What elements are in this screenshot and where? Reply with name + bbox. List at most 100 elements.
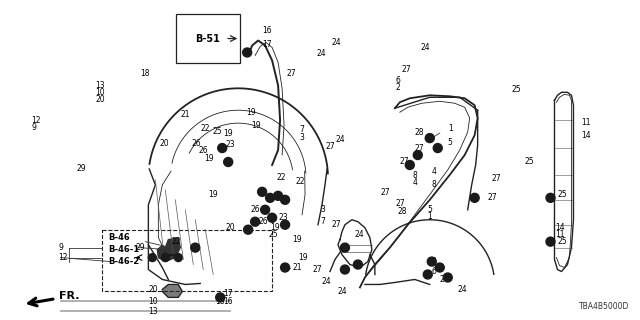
Text: 22: 22 [172,237,181,246]
Text: 6: 6 [396,76,400,85]
Text: 24: 24 [421,43,431,52]
Text: 29: 29 [136,243,145,252]
Text: 26: 26 [258,217,268,226]
Text: 9: 9 [31,123,36,132]
Circle shape [243,48,252,57]
Text: 3: 3 [300,132,305,141]
Text: 8: 8 [413,171,417,180]
Text: 27: 27 [440,275,449,284]
Circle shape [274,191,283,200]
Text: 12: 12 [31,116,41,125]
Circle shape [258,188,267,196]
Text: 27: 27 [287,69,296,78]
Circle shape [174,253,182,261]
Text: 19: 19 [251,121,260,130]
Text: 19: 19 [270,223,280,232]
Text: 21: 21 [292,263,301,272]
Text: B-46-2: B-46-2 [108,257,140,266]
Text: 20: 20 [148,285,158,294]
Text: 23: 23 [225,140,235,149]
Text: 23: 23 [278,213,288,222]
Text: 6: 6 [432,267,436,276]
Circle shape [260,205,269,214]
Text: 27: 27 [491,174,500,183]
Text: 22: 22 [200,124,210,132]
Text: 25: 25 [511,85,521,94]
Text: 2: 2 [396,83,400,92]
Text: 10: 10 [148,297,158,306]
Text: 27: 27 [312,265,322,274]
Text: 27: 27 [402,65,412,74]
Text: 27: 27 [325,142,335,151]
Circle shape [268,213,276,222]
Text: 18: 18 [140,69,149,78]
Circle shape [423,270,432,279]
Text: 13: 13 [148,307,158,316]
Text: 4: 4 [432,167,436,176]
Text: 26: 26 [191,139,200,148]
Circle shape [546,193,555,202]
Circle shape [413,150,422,159]
Text: FR.: FR. [29,292,79,306]
Text: 27: 27 [415,144,424,153]
Text: 13: 13 [95,81,105,90]
Circle shape [161,253,170,261]
Text: 25: 25 [557,237,567,246]
Text: 24: 24 [355,230,365,239]
Text: 10: 10 [95,88,105,97]
Text: 25: 25 [557,190,567,199]
Text: 16: 16 [262,26,272,35]
Text: 25: 25 [524,157,534,166]
Text: 24: 24 [322,277,332,286]
Text: 11: 11 [581,118,591,127]
Circle shape [340,265,349,274]
Circle shape [444,273,452,282]
Circle shape [280,220,289,229]
Text: 5: 5 [428,205,432,214]
Text: TBA4B5000D: TBA4B5000D [579,302,629,311]
Text: 24: 24 [458,285,467,294]
Text: 28: 28 [415,128,424,137]
Text: 26: 26 [250,205,260,214]
Text: 1: 1 [448,124,452,132]
Text: 8: 8 [432,180,436,189]
Text: 1: 1 [428,212,432,221]
Circle shape [191,243,200,252]
Text: 27: 27 [381,188,390,197]
Text: 14: 14 [555,223,564,232]
Text: 24: 24 [336,135,346,144]
Text: 24: 24 [338,287,348,296]
Text: 29: 29 [76,164,86,173]
Text: 27: 27 [396,199,405,208]
Text: 14: 14 [581,131,591,140]
Text: 5: 5 [448,138,452,147]
Text: 20: 20 [225,223,235,232]
Circle shape [280,195,289,204]
Polygon shape [157,238,180,261]
Circle shape [428,257,436,266]
Text: 17: 17 [223,289,232,298]
Text: 25: 25 [212,127,222,136]
Polygon shape [163,284,182,297]
Circle shape [266,193,275,202]
Circle shape [340,243,349,252]
Text: 3: 3 [320,205,325,214]
Text: 11: 11 [555,230,564,239]
Circle shape [216,293,225,302]
Text: 28: 28 [398,207,408,216]
Circle shape [280,263,289,272]
Text: 19: 19 [208,190,218,199]
Text: 21: 21 [180,110,190,119]
Text: 22: 22 [276,173,286,182]
Text: 20: 20 [159,139,169,148]
Circle shape [353,260,362,269]
Circle shape [470,193,479,202]
Text: 19: 19 [292,235,301,244]
Circle shape [425,134,435,143]
Text: 27: 27 [400,157,410,166]
Text: 24: 24 [317,49,326,58]
Text: 26: 26 [198,146,208,155]
Text: 9: 9 [59,243,63,252]
Text: 22: 22 [295,177,305,187]
Text: 19: 19 [246,108,256,117]
